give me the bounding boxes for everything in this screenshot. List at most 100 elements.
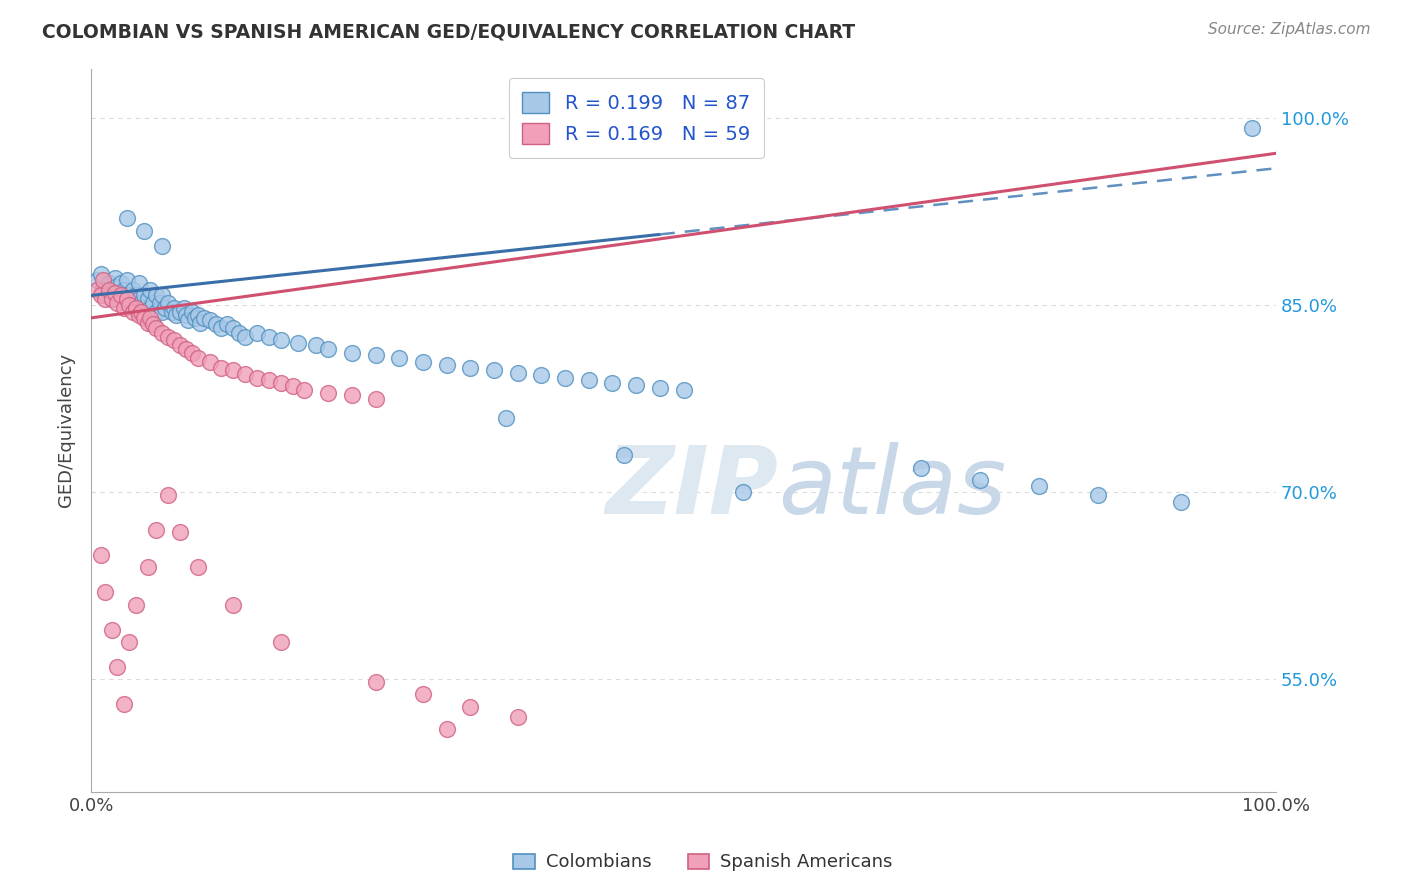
Point (97, 285, 120, 300)
Point (105, 296, 128, 310)
Point (228, 326, 250, 340)
Point (187, 309, 209, 323)
Point (115, 288, 138, 302)
Point (101, 292, 124, 306)
Point (94, 288, 117, 302)
Text: COLOMBIAN VS SPANISH AMERICAN GED/EQUIVALENCY CORRELATION CHART: COLOMBIAN VS SPANISH AMERICAN GED/EQUIVA… (42, 22, 855, 41)
Point (436, 723, 458, 737)
Point (101, 623, 124, 637)
Point (1028, 479, 1050, 493)
Point (139, 301, 162, 315)
Point (287, 335, 309, 350)
Point (222, 598, 245, 612)
Point (129, 304, 152, 318)
Point (142, 317, 165, 331)
Point (142, 296, 165, 310)
Point (110, 288, 132, 302)
Point (121, 284, 143, 298)
Point (1241, 121, 1264, 136)
Point (648, 381, 671, 395)
Text: Source: ZipAtlas.com: Source: ZipAtlas.com (1208, 22, 1371, 37)
Point (97, 284, 120, 298)
Point (233, 329, 256, 343)
Point (412, 354, 434, 368)
Point (174, 309, 197, 323)
Point (672, 383, 695, 397)
Point (94, 585, 117, 599)
Point (211, 360, 233, 375)
Point (530, 368, 553, 383)
Point (257, 329, 280, 343)
Point (150, 238, 173, 252)
Point (624, 378, 647, 392)
Point (134, 224, 156, 238)
Point (969, 473, 991, 487)
Point (270, 635, 292, 649)
Point (187, 560, 209, 574)
Point (91, 273, 114, 287)
Point (602, 376, 624, 390)
Point (104, 279, 127, 293)
Point (187, 351, 209, 365)
Point (193, 310, 215, 325)
Point (112, 301, 135, 315)
Point (169, 525, 191, 540)
Point (233, 367, 256, 381)
Point (118, 298, 141, 312)
Point (246, 370, 269, 384)
Point (115, 211, 138, 226)
Point (270, 334, 292, 348)
Point (128, 309, 150, 323)
Point (169, 338, 191, 352)
Point (270, 376, 292, 390)
Point (222, 321, 245, 335)
Point (495, 410, 517, 425)
Point (94, 292, 117, 306)
Point (145, 288, 167, 302)
Point (125, 288, 148, 302)
Point (157, 329, 180, 343)
Point (731, 485, 754, 500)
Point (305, 338, 328, 352)
Point (150, 304, 173, 318)
Point (160, 304, 183, 318)
Point (294, 383, 316, 397)
Point (150, 326, 173, 340)
Point (436, 358, 458, 372)
Point (180, 304, 202, 318)
Point (129, 296, 152, 310)
Point (125, 598, 148, 612)
Point (136, 316, 159, 330)
Point (177, 313, 200, 327)
Point (316, 342, 339, 356)
Point (139, 310, 162, 325)
Point (104, 285, 127, 300)
Point (128, 292, 150, 306)
Point (188, 316, 211, 330)
Point (364, 348, 387, 362)
Point (150, 288, 173, 302)
Point (506, 710, 529, 724)
Point (110, 276, 132, 290)
Point (157, 488, 180, 502)
Point (145, 304, 167, 318)
Point (204, 317, 226, 331)
Point (246, 326, 269, 340)
Point (458, 700, 481, 714)
Point (554, 370, 576, 384)
Point (910, 460, 932, 475)
Point (115, 292, 138, 306)
Point (180, 346, 202, 360)
Point (112, 284, 135, 298)
Point (578, 373, 600, 387)
Point (110, 292, 132, 306)
Point (412, 688, 434, 702)
Point (97, 276, 120, 290)
Point (91, 284, 114, 298)
Point (198, 313, 221, 327)
Point (90, 267, 112, 281)
Point (169, 304, 191, 318)
Point (482, 363, 505, 377)
Point (118, 292, 141, 306)
Legend: R = 0.199   N = 87, R = 0.169   N = 59: R = 0.199 N = 87, R = 0.169 N = 59 (509, 78, 763, 158)
